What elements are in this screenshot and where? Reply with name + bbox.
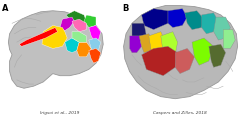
Polygon shape: [66, 11, 86, 25]
Polygon shape: [72, 19, 86, 32]
Polygon shape: [132, 23, 146, 42]
Polygon shape: [142, 9, 168, 30]
Polygon shape: [84, 15, 96, 27]
Text: B: B: [122, 5, 129, 13]
Polygon shape: [175, 48, 194, 74]
Polygon shape: [202, 13, 218, 34]
Text: A: A: [2, 5, 9, 13]
Polygon shape: [168, 9, 187, 27]
Polygon shape: [124, 5, 238, 99]
Polygon shape: [72, 32, 86, 42]
Text: Caspers and Zilles, 2018: Caspers and Zilles, 2018: [153, 111, 207, 115]
Polygon shape: [185, 11, 204, 30]
Polygon shape: [60, 17, 74, 31]
Polygon shape: [42, 25, 67, 48]
Polygon shape: [8, 11, 103, 88]
Polygon shape: [89, 25, 101, 40]
Polygon shape: [223, 30, 235, 48]
Polygon shape: [89, 48, 101, 63]
Polygon shape: [192, 38, 214, 65]
Text: Irigsoi et al., 2019: Irigsoi et al., 2019: [40, 111, 80, 115]
Polygon shape: [161, 32, 178, 57]
Polygon shape: [214, 17, 230, 40]
Polygon shape: [149, 32, 166, 55]
Polygon shape: [19, 27, 58, 46]
Polygon shape: [209, 44, 226, 67]
Polygon shape: [139, 34, 154, 53]
Polygon shape: [65, 38, 79, 53]
Polygon shape: [77, 42, 91, 57]
Polygon shape: [89, 38, 101, 53]
Polygon shape: [142, 46, 178, 76]
Polygon shape: [130, 36, 142, 53]
